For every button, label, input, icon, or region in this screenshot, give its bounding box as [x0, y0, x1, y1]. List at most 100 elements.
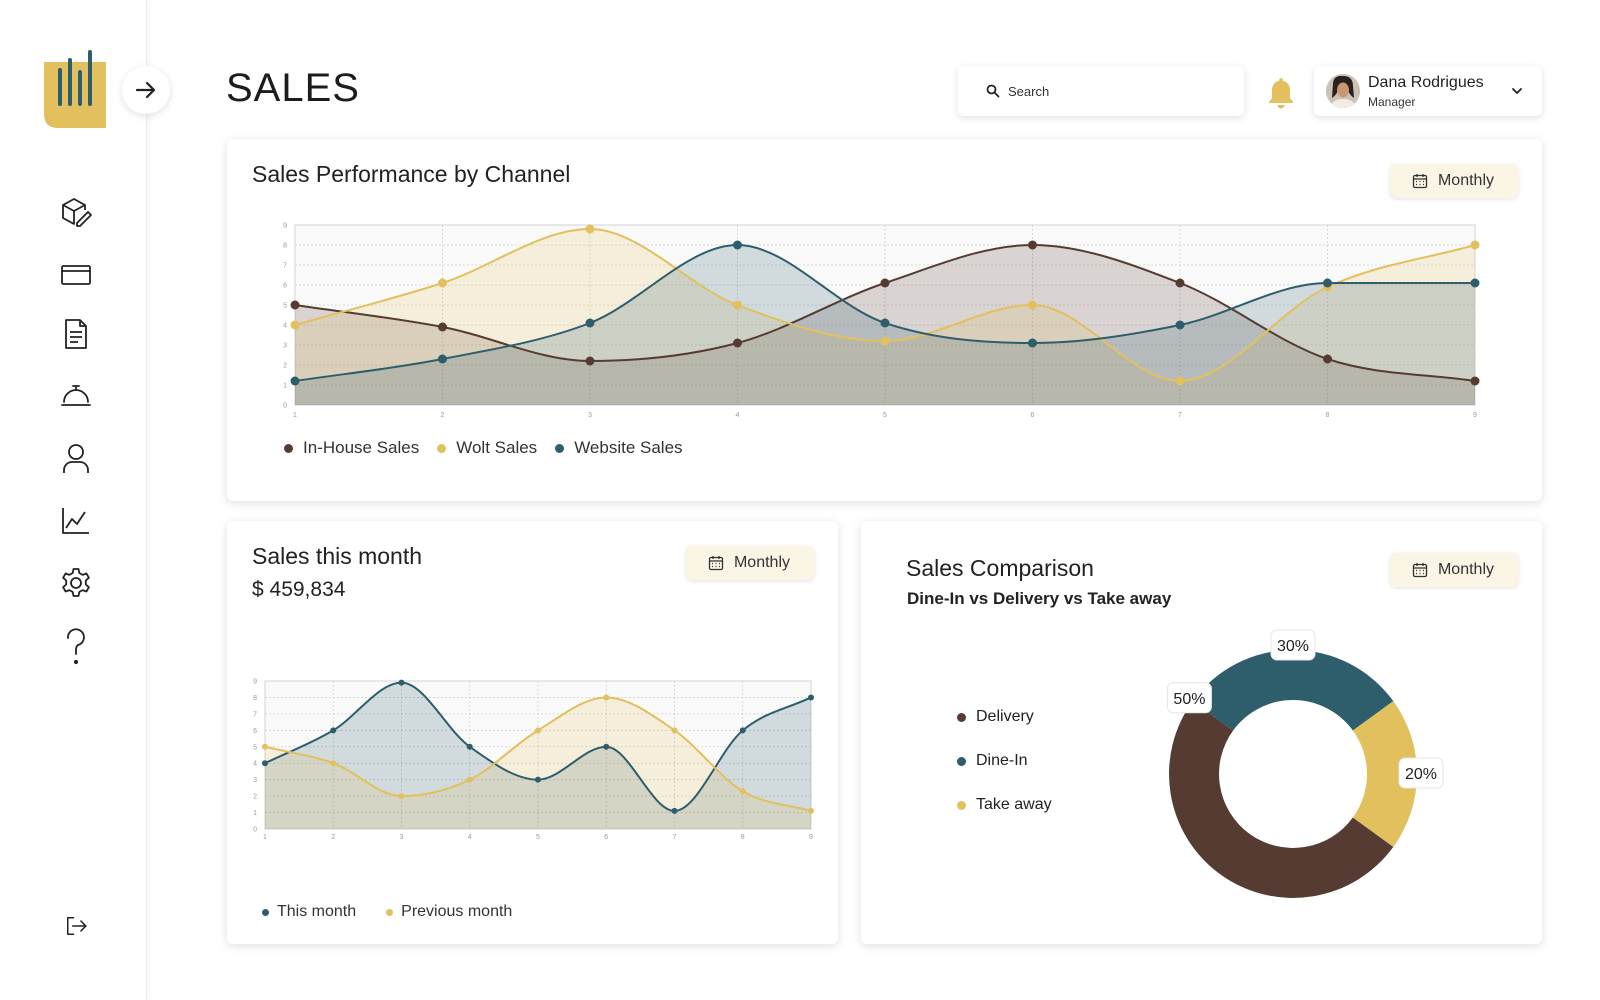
calendar-icon	[1412, 563, 1428, 578]
card-title: Sales Comparison	[906, 555, 1094, 581]
legend-item[interactable]: Dine-In	[957, 739, 1052, 783]
y-tick-label: 3	[253, 777, 257, 784]
x-tick-label: 8	[741, 834, 745, 841]
label-text: 20%	[1405, 766, 1437, 783]
legend-item[interactable]: In-House Sales	[284, 438, 419, 458]
y-tick-label: 4	[253, 761, 257, 768]
cloche-icon	[61, 385, 91, 406]
data-point	[880, 278, 890, 288]
line-chart-icon	[62, 508, 89, 534]
legend-item[interactable]: Take away	[957, 783, 1052, 827]
avatar	[1326, 74, 1360, 108]
data-point	[1028, 338, 1037, 348]
data-point	[808, 807, 814, 814]
legend-swatch	[957, 712, 966, 722]
data-point	[808, 694, 814, 701]
data-point	[290, 300, 300, 310]
data-point	[535, 727, 541, 734]
nav-staff[interactable]	[58, 440, 94, 476]
nav-settings[interactable]	[58, 565, 94, 601]
donut-slice	[1169, 701, 1394, 898]
data-point	[585, 318, 595, 328]
x-tick-label: 4	[736, 412, 740, 419]
data-point	[880, 318, 890, 328]
data-point	[733, 300, 742, 310]
nav-products[interactable]	[58, 194, 94, 230]
data-point	[438, 278, 447, 288]
nav-menu[interactable]	[58, 377, 94, 413]
label-badge	[1398, 757, 1444, 789]
donut-value-label: 30%	[1270, 629, 1316, 661]
nav-documents[interactable]	[58, 316, 94, 352]
data-point	[1175, 278, 1185, 288]
legend-label: This month	[277, 903, 357, 920]
period-dropdown[interactable]: Monthly	[1389, 164, 1518, 198]
collapse-sidebar-button[interactable]	[122, 66, 170, 114]
legend-item[interactable]: Previous month	[386, 903, 512, 921]
data-point	[1323, 278, 1332, 288]
logout-button[interactable]	[58, 908, 94, 944]
period-label: Monthly	[1437, 172, 1494, 189]
legend-item[interactable]: Delivery	[957, 695, 1052, 739]
document-icon	[65, 319, 87, 349]
label-text: 30%	[1277, 638, 1309, 655]
legend-label: In-House Sales	[303, 438, 420, 457]
label-badge	[1270, 629, 1316, 661]
y-tick-label: 1	[253, 810, 257, 817]
data-point	[585, 224, 595, 234]
y-tick-label: 6	[283, 283, 287, 290]
legend-swatch	[386, 908, 394, 916]
data-point	[739, 727, 746, 734]
period-label: Monthly	[1437, 561, 1494, 578]
nav-payments[interactable]	[58, 257, 94, 293]
legend-item[interactable]: This month	[262, 903, 356, 921]
donut-slice	[1352, 701, 1417, 847]
period-dropdown[interactable]: Monthly	[685, 546, 814, 580]
legend-item[interactable]: Wolt Sales	[437, 438, 537, 458]
data-point	[585, 356, 595, 366]
data-point	[1323, 354, 1332, 364]
x-tick-label: 1	[293, 412, 297, 419]
legend-item[interactable]: Website Sales	[555, 438, 683, 458]
y-tick-label: 9	[283, 223, 287, 230]
x-tick-label: 7	[673, 834, 677, 841]
y-tick-label: 1	[283, 383, 287, 390]
x-tick-label: 9	[809, 834, 813, 841]
x-tick-label: 8	[1326, 412, 1330, 419]
nav-sales[interactable]	[58, 503, 94, 539]
y-tick-label: 4	[283, 323, 287, 330]
legend-label: Delivery	[976, 708, 1034, 725]
data-point	[535, 776, 541, 783]
y-tick-label: 2	[253, 794, 257, 801]
nav-help[interactable]	[58, 626, 94, 668]
bell-icon[interactable]	[1266, 76, 1296, 110]
donut-chart: 50% 30% 20%	[1166, 629, 1444, 898]
data-point	[398, 793, 405, 800]
bars-logo[interactable]	[44, 50, 106, 128]
user-menu[interactable]: Dana Rodrigues Manager	[1314, 66, 1542, 116]
y-tick-label: 7	[283, 263, 287, 270]
label-badge	[1166, 682, 1212, 714]
x-tick-label: 6	[1031, 412, 1035, 419]
y-tick-label: 0	[283, 403, 287, 410]
donut-legend: Delivery Dine-In Take away	[957, 695, 1052, 827]
data-point	[1470, 240, 1480, 250]
data-point	[438, 322, 447, 332]
legend-label: Website Sales	[574, 438, 683, 457]
data-point	[290, 320, 300, 330]
card-subtitle: Dine-In vs Delivery vs Take away	[907, 589, 1172, 608]
search-box[interactable]	[958, 66, 1244, 116]
donut-slice	[1192, 650, 1394, 731]
data-point	[262, 760, 268, 767]
legend-swatch	[284, 443, 293, 453]
logout-icon	[67, 917, 87, 935]
x-tick-label: 9	[1473, 412, 1477, 419]
data-point	[330, 760, 337, 767]
data-point	[603, 694, 610, 701]
search-input[interactable]	[1006, 82, 1240, 100]
data-point	[330, 727, 337, 734]
sales-amount: $ 459,834	[252, 578, 346, 601]
card-title: Sales Performance by Channel	[252, 161, 571, 187]
period-dropdown[interactable]: Monthly	[1389, 553, 1518, 587]
